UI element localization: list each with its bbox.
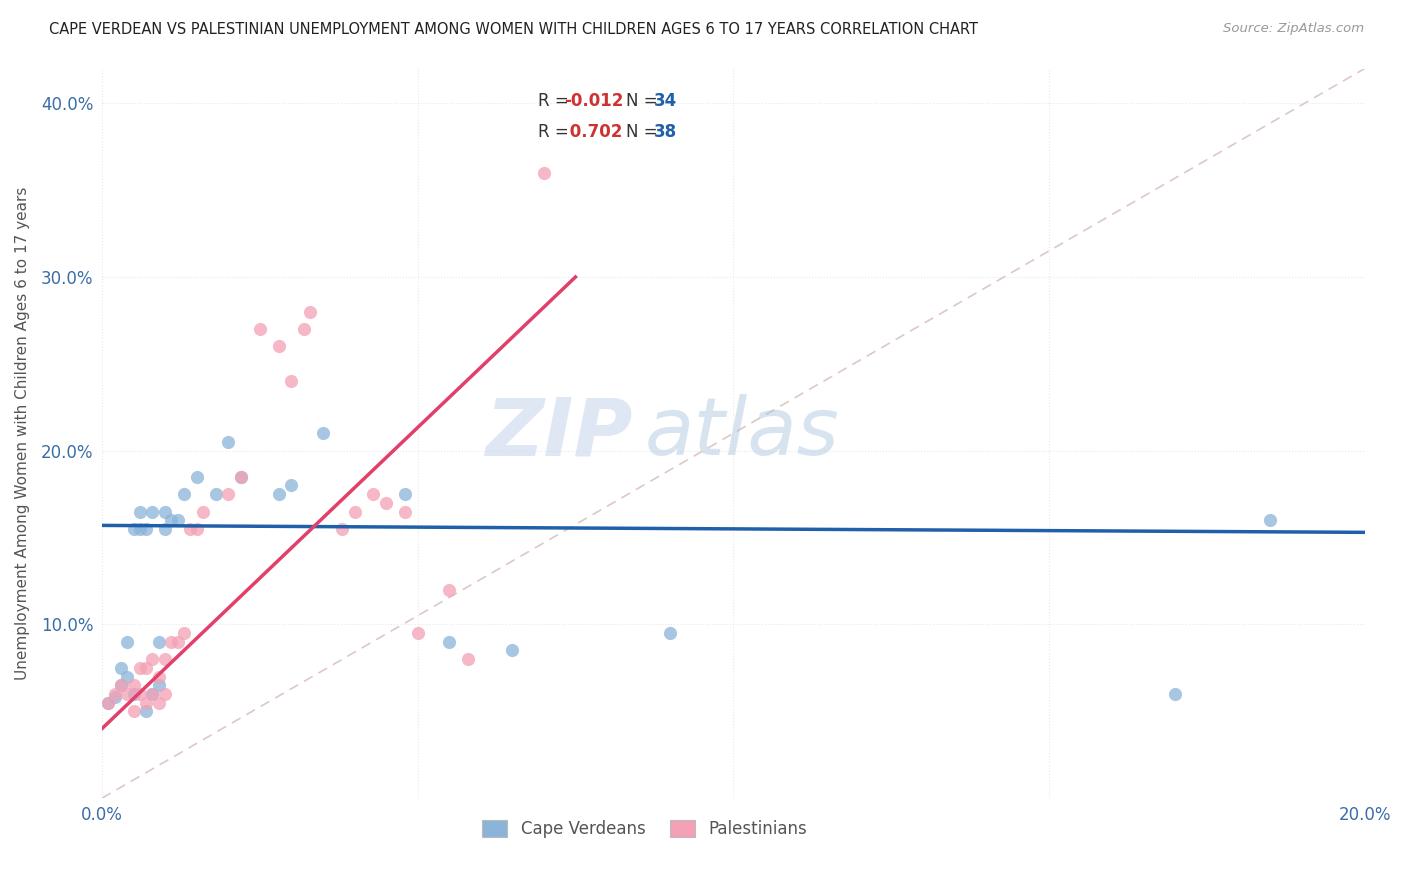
Point (166, 513, 188, 527)
Point (115, 687, 138, 701)
Point (186, 522, 208, 536)
Text: N =: N = (626, 92, 662, 110)
Point (115, 634, 138, 648)
Text: 0.702: 0.702 (564, 123, 623, 141)
Point (406, 626, 429, 640)
Point (394, 487, 416, 501)
Text: -0.012: -0.012 (564, 92, 623, 110)
Point (97, 696, 120, 710)
Point (249, 322, 271, 336)
Point (280, 478, 302, 492)
Point (267, 339, 290, 353)
Text: ZIP: ZIP (485, 394, 633, 473)
Point (191, 504, 214, 518)
Text: R =: R = (537, 92, 574, 110)
Point (148, 678, 170, 692)
Point (363, 487, 385, 501)
Text: R =: R = (537, 123, 574, 141)
Point (186, 469, 208, 483)
Point (153, 652, 176, 666)
Point (141, 652, 163, 666)
Point (110, 678, 132, 692)
Point (122, 522, 145, 536)
Point (330, 522, 353, 536)
Point (110, 661, 132, 675)
Point (1258, 513, 1281, 527)
Point (229, 469, 252, 483)
Text: atlas: atlas (645, 394, 839, 473)
Point (166, 634, 188, 648)
Point (394, 504, 416, 518)
Point (103, 690, 125, 705)
Point (135, 696, 157, 710)
Point (437, 634, 460, 648)
Point (229, 469, 252, 483)
Point (103, 687, 125, 701)
Point (141, 687, 163, 701)
Point (141, 504, 163, 518)
Text: CAPE VERDEAN VS PALESTINIAN UNEMPLOYMENT AMONG WOMEN WITH CHILDREN AGES 6 TO 17 : CAPE VERDEAN VS PALESTINIAN UNEMPLOYMENT… (49, 22, 979, 37)
Text: N =: N = (626, 123, 662, 141)
Point (217, 487, 239, 501)
Point (173, 487, 195, 501)
Point (457, 652, 479, 666)
Point (160, 634, 183, 648)
Point (267, 487, 290, 501)
Point (1164, 687, 1187, 701)
Point (343, 504, 366, 518)
Point (153, 504, 176, 518)
Point (122, 678, 145, 692)
Point (135, 522, 157, 536)
Point (292, 322, 315, 336)
Point (179, 522, 201, 536)
Y-axis label: Unemployment Among Women with Children Ages 6 to 17 years: Unemployment Among Women with Children A… (15, 186, 30, 680)
Point (148, 669, 170, 683)
Point (160, 513, 183, 527)
Text: 38: 38 (654, 123, 676, 141)
Point (128, 522, 150, 536)
Point (659, 626, 682, 640)
Point (437, 582, 460, 597)
Point (501, 643, 523, 657)
Point (148, 696, 170, 710)
Point (204, 487, 226, 501)
Point (153, 687, 176, 701)
Point (135, 661, 157, 675)
Point (128, 661, 150, 675)
Point (148, 634, 170, 648)
Point (110, 678, 132, 692)
Point (122, 687, 145, 701)
Point (173, 626, 195, 640)
Point (122, 704, 145, 718)
Point (97, 696, 120, 710)
Point (115, 669, 138, 683)
Point (135, 704, 157, 718)
Point (312, 426, 335, 441)
Legend: Cape Verdeans, Palestinians: Cape Verdeans, Palestinians (475, 813, 814, 845)
Point (299, 304, 322, 318)
Point (375, 496, 398, 510)
Point (217, 435, 239, 450)
Point (141, 687, 163, 701)
Point (533, 166, 555, 180)
Text: Source: ZipAtlas.com: Source: ZipAtlas.com (1223, 22, 1364, 36)
Point (280, 374, 302, 388)
Point (153, 522, 176, 536)
Point (128, 504, 150, 518)
Point (128, 687, 150, 701)
Text: 34: 34 (654, 92, 678, 110)
